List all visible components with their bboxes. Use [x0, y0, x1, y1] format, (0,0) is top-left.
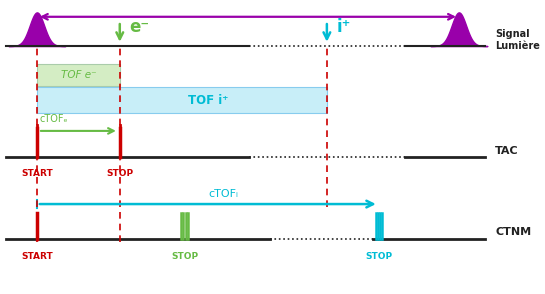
Text: e⁻: e⁻: [129, 18, 149, 36]
Text: TAC: TAC: [495, 146, 519, 156]
Text: START: START: [21, 252, 53, 261]
Text: STOP: STOP: [365, 252, 392, 261]
Text: cTOFᵢ: cTOFᵢ: [208, 189, 238, 199]
FancyBboxPatch shape: [37, 64, 120, 86]
FancyBboxPatch shape: [37, 87, 327, 113]
Text: TOF i⁺: TOF i⁺: [187, 94, 228, 107]
Text: TOF e⁻: TOF e⁻: [60, 70, 96, 80]
Text: CTNM: CTNM: [495, 227, 531, 237]
Text: Signal
Lumière: Signal Lumière: [495, 29, 540, 51]
Text: STOP: STOP: [106, 169, 134, 178]
Text: i⁺: i⁺: [336, 18, 350, 36]
Text: STOP: STOP: [171, 252, 198, 261]
Text: START: START: [21, 169, 53, 178]
Text: cTOFₑ: cTOFₑ: [40, 113, 68, 123]
